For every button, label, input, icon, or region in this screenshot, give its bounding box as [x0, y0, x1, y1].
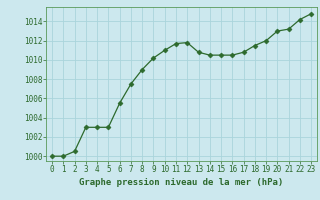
X-axis label: Graphe pression niveau de la mer (hPa): Graphe pression niveau de la mer (hPa)	[79, 178, 284, 187]
